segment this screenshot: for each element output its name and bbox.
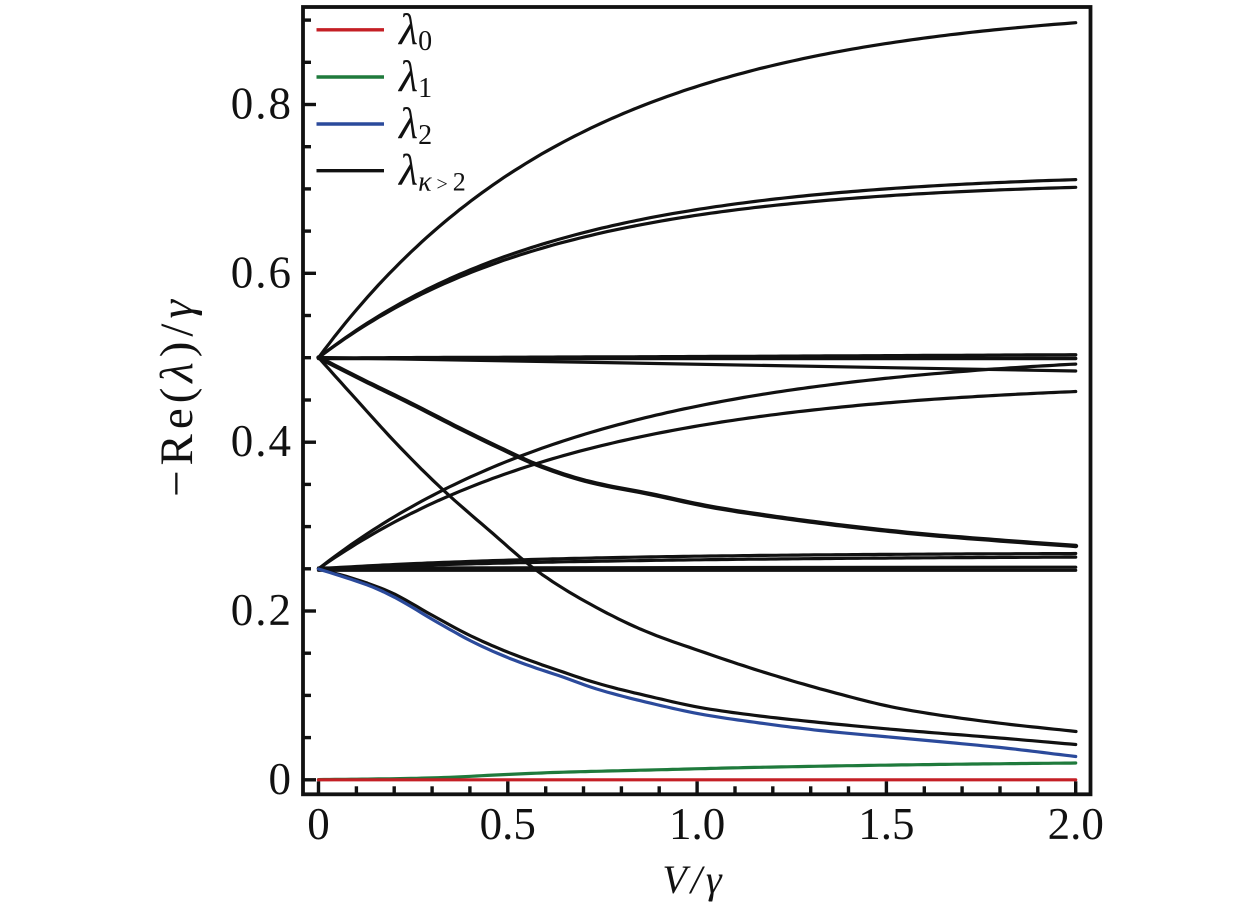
svg-text:0.6: 0.6 [231, 247, 293, 297]
svg-text:λ0: λ0 [397, 5, 432, 57]
svg-text:1.0: 1.0 [669, 799, 725, 849]
svg-text:λ2: λ2 [397, 99, 432, 151]
svg-text:λκ > 2: λκ > 2 [397, 146, 466, 198]
svg-text:0: 0 [307, 799, 330, 849]
svg-text:0.2: 0.2 [231, 585, 293, 635]
svg-text:V/γ: V/γ [662, 857, 725, 902]
svg-text:0.5: 0.5 [480, 799, 536, 849]
svg-text:−Re(λ)/γ: −Re(λ)/γ [151, 295, 203, 497]
svg-text:1.5: 1.5 [858, 799, 914, 849]
svg-text:0.8: 0.8 [231, 79, 293, 129]
svg-text:0: 0 [269, 754, 294, 804]
svg-text:λ1: λ1 [397, 52, 432, 104]
svg-text:2.0: 2.0 [1048, 799, 1104, 849]
svg-text:0.4: 0.4 [231, 416, 293, 466]
